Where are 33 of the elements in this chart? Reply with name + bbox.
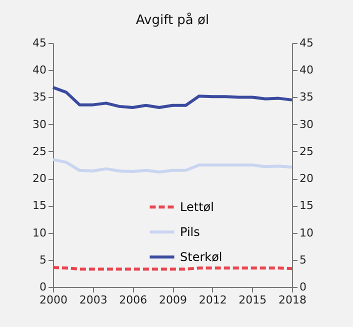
- line-series: [52, 86, 294, 110]
- y-tick-label: 25: [32, 144, 46, 158]
- y2-tick-label: 30: [300, 118, 314, 131]
- y2-tick-label: 0: [300, 280, 306, 294]
- y-tick-label: 40: [32, 64, 46, 77]
- x-tick-label: 2015: [238, 294, 267, 306]
- x-tick-label: 2012: [198, 294, 227, 306]
- y-tick-label: 15: [32, 199, 46, 212]
- y-tick-label: 0: [40, 280, 46, 294]
- legend-label: Lettøl: [180, 200, 214, 214]
- y-tick-label: 10: [32, 226, 46, 240]
- x-tick-label: 2009: [159, 294, 187, 306]
- legend-label: Sterkøl: [180, 250, 222, 264]
- x-tick-label: 2018: [278, 294, 306, 306]
- y2-tick-label: 25: [300, 144, 314, 158]
- legend-label: Pils: [180, 225, 200, 239]
- y2-tick-label: 5: [300, 253, 306, 266]
- y2-tick-label: 40: [300, 64, 314, 77]
- x-tick-label: 2006: [119, 294, 148, 306]
- x-tick-label: 2000: [40, 294, 68, 306]
- y2-tick-label: 15: [300, 199, 314, 212]
- y-tick-label: 20: [32, 172, 46, 186]
- chart-title: Avgift på øl: [136, 12, 210, 28]
- y2-tick-label: 20: [300, 172, 314, 186]
- y2-tick-label: 45: [300, 36, 314, 50]
- y-tick-label: 45: [32, 36, 46, 50]
- y2-tick-label: 10: [300, 226, 314, 240]
- y2-tick-label: 35: [300, 90, 314, 104]
- y-tick-label: 35: [32, 90, 46, 104]
- line-series: [52, 158, 294, 174]
- y-tick-label: 30: [32, 118, 46, 131]
- x-tick-label: 2003: [79, 294, 108, 306]
- y-tick-label: 5: [40, 253, 46, 266]
